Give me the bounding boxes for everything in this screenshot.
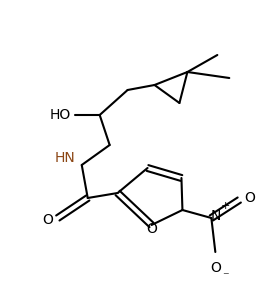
Text: O: O (210, 261, 221, 275)
Text: O: O (244, 191, 255, 205)
Text: HN: HN (55, 151, 75, 165)
Text: HO: HO (49, 108, 70, 122)
Text: O: O (146, 222, 157, 236)
Text: N: N (210, 209, 220, 223)
Text: +: + (221, 201, 230, 211)
Text: ⁻: ⁻ (222, 271, 229, 284)
Text: O: O (42, 213, 53, 227)
